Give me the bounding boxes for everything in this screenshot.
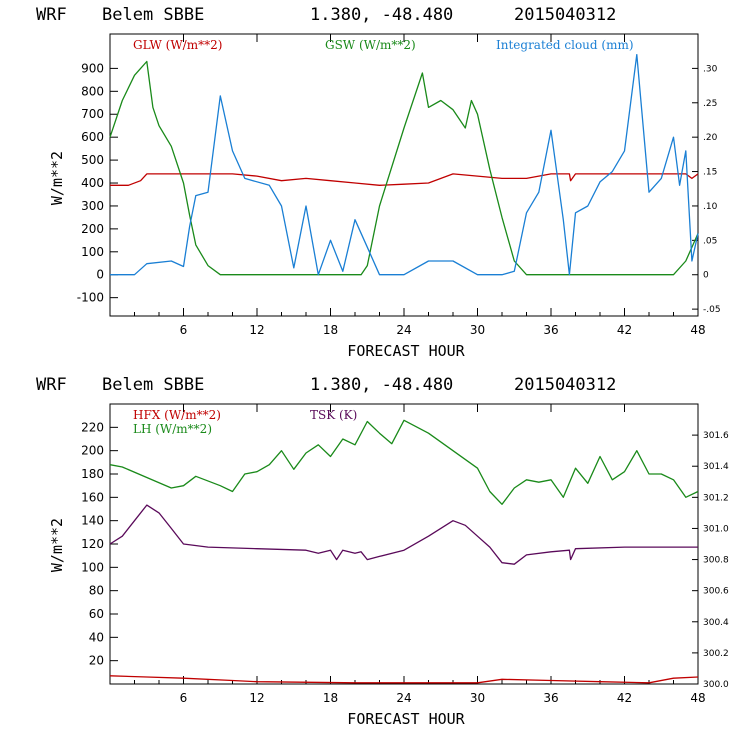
bottom-legend-hfx: HFX (W/m**2)	[133, 408, 221, 422]
bottom-series-lh-line	[109, 419, 699, 505]
top-legend: GLW (W/m**2) GSW (W/m**2) Integrated clo…	[133, 38, 634, 52]
bottom-y-tick-label: 140	[81, 514, 104, 528]
bottom-y2-tick-label: 301.2	[703, 493, 729, 503]
bottom-header: WRF Belem SBBE 1.380, -48.480 2015040312	[36, 375, 616, 395]
top-y-tick-label: 600	[81, 130, 104, 144]
top-plot-frame	[109, 33, 699, 317]
top-x-tick-label: 6	[180, 323, 188, 337]
top-y2-ticks: -.05 0 .05 .10 .15 .20 .25 .30	[692, 64, 721, 315]
top-x-tick-label: 42	[617, 323, 632, 337]
bottom-y2-tick-label: 300.0	[703, 680, 729, 690]
bottom-x-tick-label: 6	[180, 691, 188, 705]
top-x-tick-label: 48	[690, 323, 705, 337]
top-y2-tick-label: .25	[703, 99, 717, 109]
top-legend-cloud: Integrated cloud (mm)	[496, 38, 634, 52]
bottom-x-tick-label: 36	[543, 691, 558, 705]
top-x-axis-label: FORECAST HOUR	[347, 342, 465, 360]
top-y-tick-label: 300	[81, 199, 104, 213]
top-y-tick-label: 700	[81, 107, 104, 121]
top-y-tick-label: 800	[81, 84, 104, 98]
top-chart: WRF Belem SBBE 1.380, -48.480 2015040312…	[36, 5, 721, 360]
bottom-y-tick-label: 80	[89, 584, 104, 598]
bottom-y-tick-label: 100	[81, 560, 104, 574]
bottom-x-axis-label: FORECAST HOUR	[347, 710, 465, 728]
top-y2-tick-label: .15	[703, 168, 717, 178]
bottom-y2-tick-label: 301.4	[703, 462, 729, 472]
bottom-header-model: WRF	[36, 375, 67, 395]
bottom-y-tick-label: 60	[89, 607, 104, 621]
bottom-y2-tick-label: 300.4	[703, 618, 729, 628]
bottom-header-station: Belem SBBE	[102, 375, 204, 395]
bottom-y-axis-label: W/m**2	[48, 518, 66, 572]
bottom-y-tick-label: 220	[81, 420, 104, 434]
top-legend-gsw: GSW (W/m**2)	[325, 38, 416, 52]
top-y-tick-label: 400	[81, 176, 104, 190]
bottom-y-tick-label: 200	[81, 444, 104, 458]
top-y2-tick-label: .05	[703, 236, 717, 246]
bottom-series	[109, 419, 699, 684]
top-x-tick-label: 24	[396, 323, 411, 337]
top-series-glw-line	[110, 173, 699, 186]
top-x-tick-label: 12	[249, 323, 264, 337]
bottom-y-tick-label: 20	[89, 654, 104, 668]
bottom-legend: HFX (W/m**2) LH (W/m**2) TSK (K)	[133, 408, 357, 436]
top-header: WRF Belem SBBE 1.380, -48.480 2015040312	[36, 5, 616, 25]
top-header-station: Belem SBBE	[102, 5, 204, 25]
top-y2-tick-label: -.05	[703, 305, 721, 315]
top-y-axis-label: W/m**2	[48, 151, 66, 205]
bottom-x-ticks: 6 12 18 24 30 36 42 48	[134, 404, 706, 705]
bottom-y2-tick-label: 300.2	[703, 649, 729, 659]
bottom-series-tsk-line	[109, 504, 698, 565]
bottom-header-run: 2015040312	[514, 375, 616, 395]
top-header-model: WRF	[36, 5, 67, 25]
top-y-tick-label: 100	[81, 245, 104, 259]
bottom-x-tick-label: 30	[470, 691, 485, 705]
bottom-y2-ticks: 300.0 300.2 300.4 300.6 300.8 301.0 301.2 301.4…	[692, 431, 729, 690]
top-y-tick-label: 500	[81, 153, 104, 167]
top-header-run: 2015040312	[514, 5, 616, 25]
bottom-x-tick-label: 18	[323, 691, 338, 705]
top-header-coords: 1.380, -48.480	[310, 5, 453, 25]
bottom-series-hfx-line	[109, 675, 699, 684]
bottom-y2-tick-label: 300.6	[703, 587, 729, 597]
top-y-tick-label: 200	[81, 222, 104, 236]
bottom-x-tick-label: 42	[617, 691, 632, 705]
bottom-chart: WRF Belem SBBE 1.380, -48.480 2015040312…	[36, 375, 729, 728]
top-series	[109, 53, 699, 276]
top-x-tick-label: 36	[543, 323, 558, 337]
bottom-y-ticks: 20 40 60 80 100 120 140 160 180 200 220	[81, 420, 118, 668]
bottom-plot-frame	[109, 403, 699, 685]
top-y2-tick-label: .10	[703, 202, 718, 212]
top-legend-glw: GLW (W/m**2)	[133, 38, 222, 52]
bottom-x-tick-label: 12	[249, 691, 264, 705]
top-y2-tick-label: .20	[703, 133, 718, 143]
bottom-legend-tsk: TSK (K)	[310, 408, 357, 422]
top-series-integrated-line	[110, 53, 699, 276]
bottom-y-tick-label: 40	[89, 630, 104, 644]
bottom-x-tick-label: 48	[690, 691, 705, 705]
top-y-tick-label: -100	[77, 291, 104, 305]
top-series-gsw-line	[109, 60, 699, 276]
bottom-y-tick-label: 180	[81, 467, 104, 481]
bottom-y2-tick-label: 300.8	[703, 556, 729, 566]
top-x-tick-label: 30	[470, 323, 485, 337]
bottom-legend-lh: LH (W/m**2)	[133, 422, 212, 436]
top-y2-tick-label: .30	[703, 64, 718, 74]
top-y-tick-label: 0	[96, 268, 104, 282]
top-x-tick-label: 18	[323, 323, 338, 337]
bottom-y-tick-label: 120	[81, 537, 104, 551]
bottom-header-coords: 1.380, -48.480	[310, 375, 453, 395]
top-y-tick-label: 900	[81, 61, 104, 75]
top-y-ticks: -100 0 100 200 300 400 500 600 700 800 900	[77, 61, 118, 305]
top-y2-tick-label: 0	[703, 271, 709, 281]
bottom-y2-tick-label: 301.0	[703, 524, 729, 534]
bottom-x-tick-label: 24	[396, 691, 411, 705]
top-x-ticks: 6 12 18 24 30 36 42 48	[134, 34, 706, 337]
bottom-y2-tick-label: 301.6	[703, 431, 729, 441]
bottom-y-tick-label: 160	[81, 490, 104, 504]
